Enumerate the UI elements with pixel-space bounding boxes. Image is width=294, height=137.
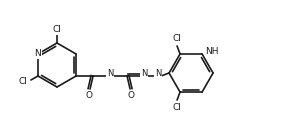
Text: N: N <box>35 49 41 58</box>
Text: O: O <box>128 92 135 101</box>
Text: Cl: Cl <box>173 34 181 43</box>
Text: N: N <box>155 69 161 79</box>
Text: N: N <box>107 68 113 78</box>
Text: NH: NH <box>205 47 218 56</box>
Text: Cl: Cl <box>53 25 61 35</box>
Text: O: O <box>86 92 93 101</box>
Text: Cl: Cl <box>19 76 27 85</box>
Text: Cl: Cl <box>173 103 181 112</box>
Text: N: N <box>141 69 147 79</box>
